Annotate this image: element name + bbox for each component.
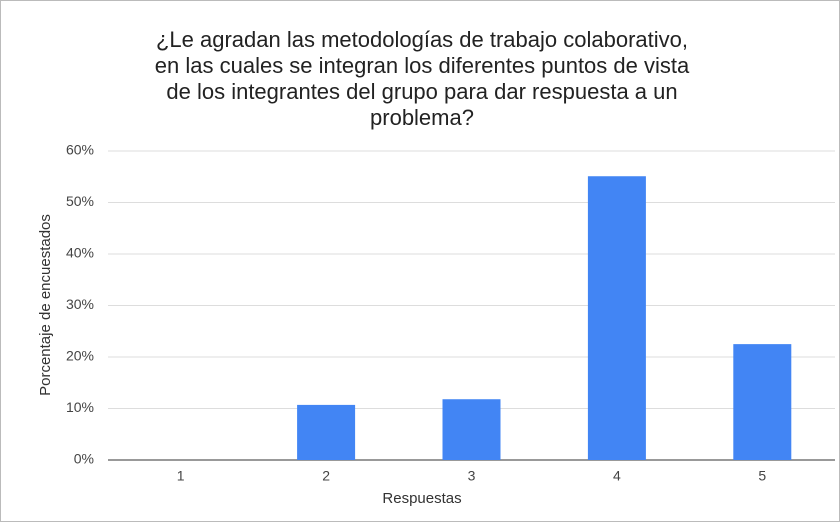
x-tick-label: 4: [613, 468, 621, 484]
y-tick-label: 50%: [66, 193, 94, 209]
y-tick-label: 10%: [66, 399, 94, 415]
chart-title: en las cuales se integran los diferentes…: [155, 53, 690, 78]
bar: [587, 176, 646, 461]
chart-title: de los integrantes del grupo para dar re…: [166, 79, 677, 104]
y-tick-label: 40%: [66, 245, 94, 261]
y-tick-label: 20%: [66, 348, 94, 364]
x-tick-label: 5: [758, 468, 766, 484]
x-axis-title: Respuestas: [382, 490, 461, 507]
y-tick-label: 0%: [74, 451, 94, 467]
x-tick-label: 1: [177, 468, 185, 484]
x-tick-label: 3: [468, 468, 476, 484]
y-axis-title: Porcentaje de encuestados: [37, 214, 54, 396]
y-tick-label: 60%: [66, 142, 94, 158]
chart-title: problema?: [370, 105, 474, 130]
bar: [297, 404, 356, 460]
y-tick-label: 30%: [66, 296, 94, 312]
x-tick-label: 2: [322, 468, 330, 484]
bar: [733, 344, 792, 460]
bar: [442, 399, 501, 460]
chart-title: ¿Le agradan las metodologías de trabajo …: [156, 27, 688, 52]
